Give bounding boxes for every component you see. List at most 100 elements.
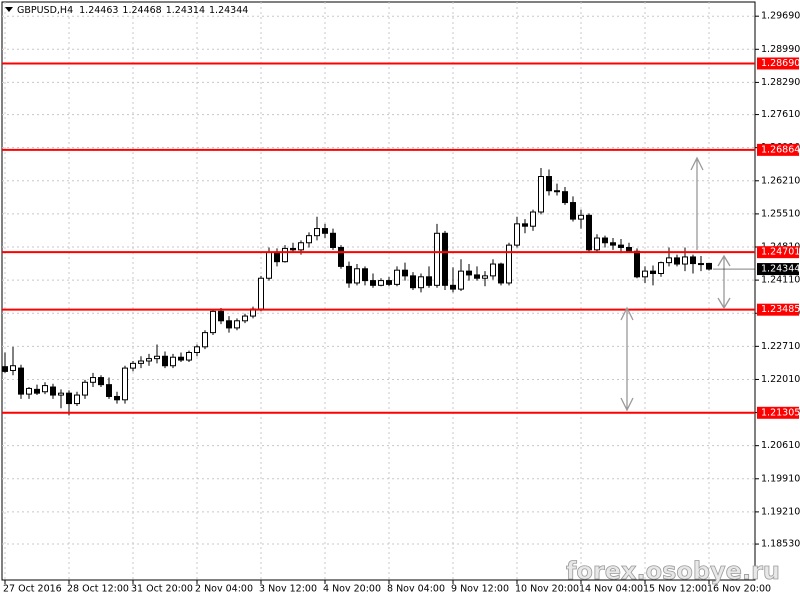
arrow [717,254,731,310]
y-tick-label: 1.22010 [761,374,800,385]
candle-body [90,377,96,383]
candle-body [210,310,216,334]
candle-body [154,355,160,360]
x-tick-label: 14 Nov 04:00 [579,584,643,595]
candle-body [298,242,304,251]
candle-body [522,223,528,227]
candle-body [498,263,504,284]
candle-body [34,388,40,394]
candle-body [602,237,608,244]
candle-body [274,251,280,263]
candle-body [170,356,176,367]
y-tick-label: 1.25510 [761,208,800,219]
level-label: 1.21305 [761,407,800,418]
candle-body [130,362,136,369]
candle-body [506,244,512,284]
level-box [757,246,799,259]
candle-body [290,247,296,251]
candle-body [674,257,680,265]
candle-body [658,262,664,274]
arrow [690,156,704,250]
candle-body [330,232,336,248]
candle-body [370,280,376,286]
candle-body [346,265,352,284]
x-tick-label: 28 Oct 12:00 [67,584,129,595]
candle-body [434,232,440,286]
candle-body [546,176,552,192]
candle-body [162,355,168,367]
candle-body [634,250,640,278]
y-tick-label: 1.19910 [761,473,800,484]
candle-body [554,190,560,193]
x-tick-label: 2 Nov 04:00 [195,584,253,595]
level-label: 1.28690 [761,58,800,69]
y-tick-label: 1.27610 [761,109,800,120]
level-label: 1.24701 [761,247,800,258]
header-close: 1.24344 [209,5,248,16]
candle-body [362,268,368,282]
candle-body [42,385,48,393]
candle-body [570,202,576,220]
candle-body [682,256,688,265]
candle-body [586,214,592,251]
candle-body [538,176,544,213]
symbol: GBPUSD,H4 [17,5,73,16]
arrow [620,306,634,412]
candle-body [530,211,536,227]
x-tick-label: 9 Nov 12:00 [451,584,509,595]
candle-body [338,246,344,267]
candle-body [442,232,448,286]
candle-body [282,247,288,263]
y-tick-label: 1.20610 [761,440,800,451]
x-tick-label: 15 Nov 12:00 [643,584,707,595]
candle-body [258,277,264,310]
range-arrows [620,156,731,412]
x-tick-label: 3 Nov 12:00 [259,584,317,595]
x-tick-label: 4 Nov 20:00 [323,584,381,595]
watermark: forex.osobye.ru [566,557,780,585]
candle-body [242,315,248,322]
candle-body [354,268,360,284]
header: GBPUSD,H4 1.24463 1.24468 1.24314 1.24344 [17,5,248,16]
candle-body [146,358,152,362]
candle-body [386,280,392,285]
header-open: 1.24463 [79,5,118,16]
x-tick-label: 8 Nov 04:00 [387,584,445,595]
current-price-label: 1.24344 [761,264,800,275]
candle-body [322,228,328,234]
candle-body [58,392,64,396]
candle-body [226,320,232,329]
header-high: 1.24468 [122,5,161,16]
candle-body [122,367,128,401]
candle-body [490,263,496,277]
candle-body [618,244,624,248]
candle-body [450,284,456,290]
candle-body [234,320,240,329]
y-tick-label: 1.18530 [761,539,800,550]
candle-body [514,223,520,246]
grid [2,2,755,580]
candle-body [426,276,432,286]
candle-body [474,274,480,279]
candle-body [402,269,408,277]
y-tick-label: 1.24110 [761,275,800,286]
header-icon [5,7,13,12]
candle-body [98,377,104,386]
candle-body [482,275,488,279]
level-box [757,406,799,419]
candle-body [690,256,696,265]
candle-body [466,270,472,276]
plot-frame [1,1,756,581]
candle-body [610,242,616,246]
candle-body [650,270,656,274]
candle-body [218,310,224,322]
level-box [757,303,799,316]
candle-body [410,275,416,289]
candle-body [50,386,56,396]
level-box [757,143,799,156]
level-label: 1.26864 [761,144,800,155]
x-tick-label: 27 Oct 2016 [3,584,62,595]
candle-body [706,262,712,270]
levels [2,62,755,414]
